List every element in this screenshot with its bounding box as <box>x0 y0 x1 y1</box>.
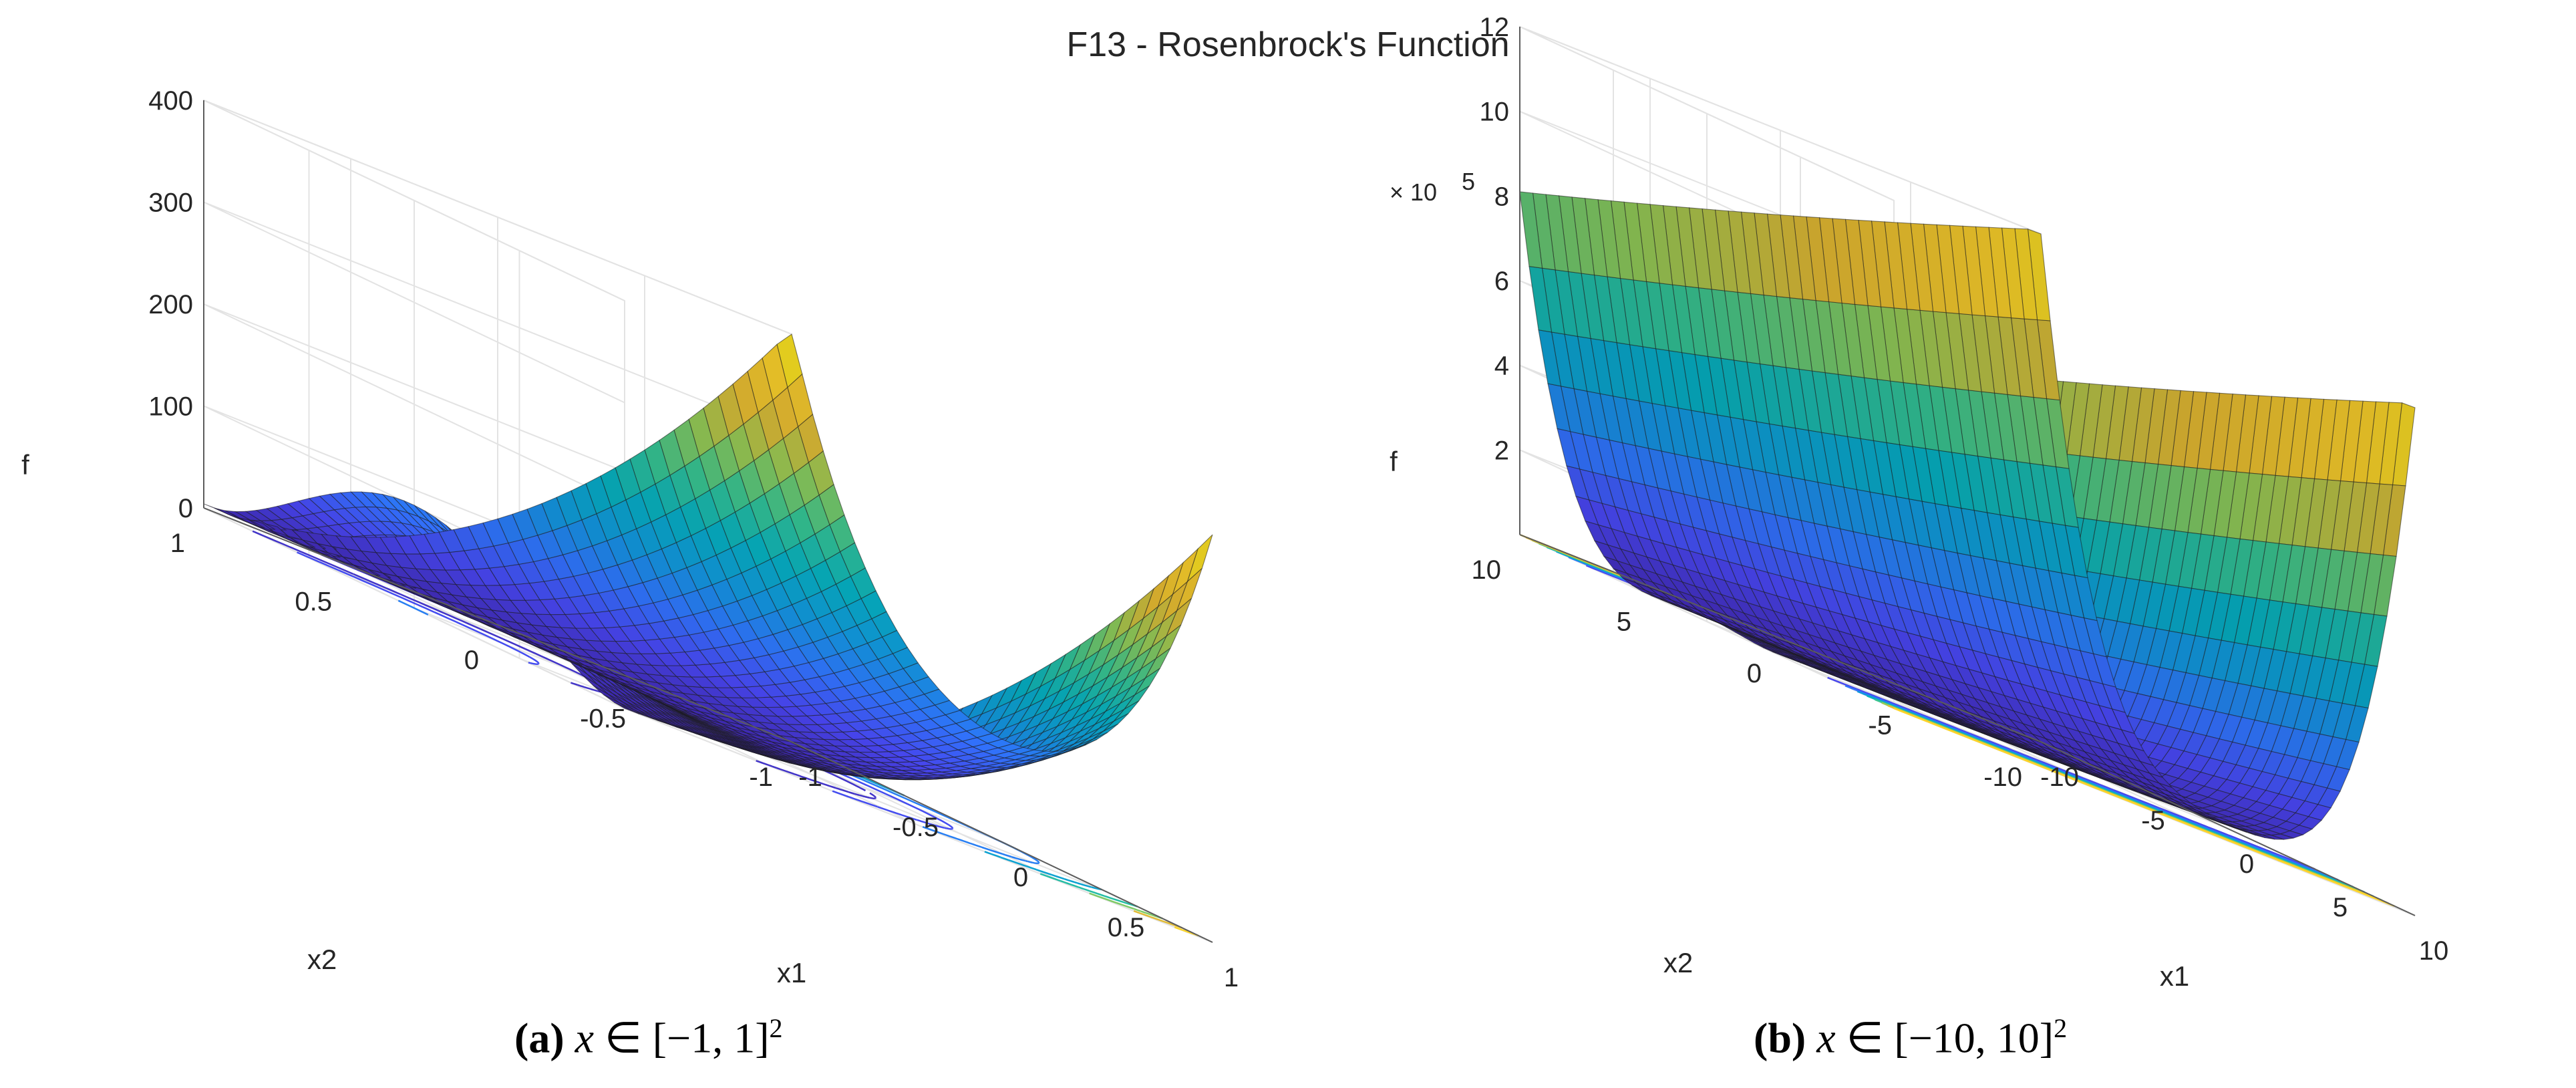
x2-axis-label: x2 <box>307 944 337 975</box>
x1-axis-label: x1 <box>777 957 806 988</box>
x2-tick-label: 10 <box>1472 555 1502 585</box>
x1-axis-label: x1 <box>2160 960 2189 992</box>
z-axis-label: f <box>21 449 29 481</box>
z-exponent-power: 5 <box>1462 168 1475 195</box>
x2-tick-label: -5 <box>1868 711 1892 740</box>
panel-b: -10 -10 -5 -5 0 0 5 5 10 10 2 4 6 8 10 12 x1 x2 f × 10 5 <box>1390 13 2448 992</box>
x2-tick-label: 5 <box>1617 607 1631 637</box>
x1-tick-label: 0 <box>2239 849 2254 879</box>
x2-tick-label: 1 <box>170 529 185 558</box>
x2-tick-label: -1 <box>749 763 773 792</box>
caption-a-power: 2 <box>769 1013 783 1043</box>
x1-tick-label: 5 <box>2333 893 2348 922</box>
z-tick-label: 10 <box>1480 98 1510 127</box>
x1-tick-label: 10 <box>2419 936 2449 966</box>
z-tick-label: 100 <box>148 392 193 422</box>
surface-facet <box>203 503 230 515</box>
x2-axis-line <box>1519 534 2042 742</box>
z-tick-label: 2 <box>1494 436 1509 465</box>
caption-b-var: x <box>1816 1014 1836 1062</box>
caption-a-var: x <box>575 1014 595 1062</box>
surface <box>1519 191 2416 840</box>
caption-a: (a) x ∈ [−1, 1]2 <box>514 1012 783 1063</box>
x1-tick-label: -5 <box>2141 806 2165 835</box>
caption-b-range: ∈ [−10, 10] <box>1846 1014 2054 1062</box>
caption-b: (b) x ∈ [−10, 10]2 <box>1754 1012 2067 1063</box>
x1-axis-line <box>2040 741 2416 916</box>
x1-axis-line <box>791 741 1213 943</box>
x1-tick-label: -1 <box>798 763 822 792</box>
figure-title: F13 - Rosenbrock's Function <box>1066 25 1509 64</box>
caption-b-power: 2 <box>2054 1013 2068 1043</box>
caption-a-letter: (a) <box>514 1014 565 1062</box>
z-tick-label: 4 <box>1494 352 1509 381</box>
x1-tick-label: 0 <box>1013 863 1028 892</box>
x2-tick-label: 0 <box>1747 659 1762 688</box>
surface <box>203 333 1213 781</box>
z-axis-label: f <box>1390 446 1398 477</box>
z-tick-label: 6 <box>1494 267 1509 296</box>
x1-tick-label: 1 <box>1224 963 1239 992</box>
z-tick-label: 200 <box>148 290 193 319</box>
x2-tick-label: 0.5 <box>295 587 332 617</box>
caption-a-range: ∈ [−1, 1] <box>605 1014 770 1062</box>
caption-b-letter: (b) <box>1754 1014 1806 1062</box>
x2-tick-label: -0.5 <box>580 704 626 734</box>
panel-a: -1 -1 -0.5 -0.5 0 0 0.5 0.5 1 1 0 100 200 300 400 x1 x2 f <box>21 86 1239 992</box>
x1-tick-label: -10 <box>2040 763 2079 792</box>
x1-tick-label: -0.5 <box>893 813 939 842</box>
z-tick-label: 400 <box>148 86 193 116</box>
z-tick-label: 300 <box>148 188 193 218</box>
x1-tick-label: 0.5 <box>1108 913 1145 942</box>
z-tick-label: 8 <box>1494 182 1509 211</box>
x2-tick-label: 0 <box>464 646 479 675</box>
x2-tick-label: -10 <box>1983 763 2022 792</box>
z-exponent-label: × 10 <box>1390 178 1437 206</box>
z-tick-label: 0 <box>178 494 193 523</box>
floor-grid-x1 <box>624 708 1213 943</box>
x2-axis-line <box>203 507 792 742</box>
x2-axis-label: x2 <box>1663 947 1693 978</box>
z-tick-label: 12 <box>1480 13 1510 42</box>
surface-facet <box>1519 191 1543 269</box>
